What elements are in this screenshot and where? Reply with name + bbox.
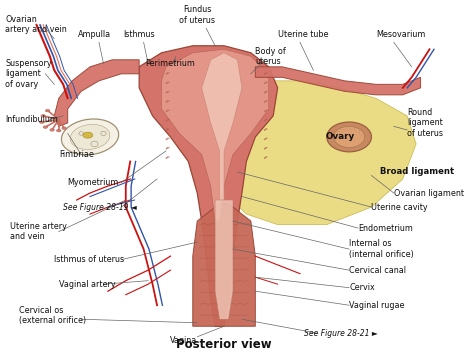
Ellipse shape [327,122,372,152]
Ellipse shape [50,129,55,131]
Ellipse shape [62,127,66,129]
Text: Uterine cavity: Uterine cavity [372,203,428,212]
Text: Round
ligament
of uterus: Round ligament of uterus [407,108,443,138]
Ellipse shape [39,121,44,124]
Text: Cervix: Cervix [349,283,375,292]
Text: Isthmus of uterus: Isthmus of uterus [55,255,124,264]
Text: Isthmus: Isthmus [123,30,155,39]
Text: See Figure 28-21 ►: See Figure 28-21 ► [304,329,378,338]
Text: Vagina: Vagina [170,336,198,345]
Polygon shape [162,49,269,221]
Text: Uterine artery
and vein: Uterine artery and vein [9,222,66,241]
Polygon shape [255,67,420,95]
Text: Body of
uterus: Body of uterus [255,47,286,66]
Ellipse shape [43,126,47,129]
Text: Suspensory
ligament
of ovary: Suspensory ligament of ovary [5,59,52,89]
Text: Fimbriae: Fimbriae [59,150,94,159]
Polygon shape [202,53,242,200]
Ellipse shape [70,124,110,149]
Text: Cervical canal: Cervical canal [349,266,406,275]
Text: See Figure 28-19 ◄: See Figure 28-19 ◄ [63,203,137,212]
Polygon shape [139,46,278,326]
Ellipse shape [62,119,118,155]
Text: Broad ligament: Broad ligament [380,168,455,176]
Text: Vaginal rugae: Vaginal rugae [349,301,405,310]
Text: Infundibulum: Infundibulum [5,115,58,124]
Text: Ampulla: Ampulla [78,30,111,39]
Ellipse shape [41,115,46,117]
Text: Uterine tube: Uterine tube [278,30,328,39]
Text: Ovarian
artery and vein: Ovarian artery and vein [5,15,67,34]
Ellipse shape [46,109,50,112]
Text: Internal os
(internal orifice): Internal os (internal orifice) [349,239,414,259]
Text: Ovarian ligament: Ovarian ligament [394,189,464,197]
Text: Ovary: Ovary [326,132,355,141]
Text: Endometrium: Endometrium [358,224,413,233]
Text: Vaginal artery: Vaginal artery [59,280,115,289]
Ellipse shape [334,126,365,147]
Polygon shape [224,81,416,225]
Ellipse shape [56,129,61,132]
Text: Fundus
of uterus: Fundus of uterus [179,5,215,25]
Text: Posterior view: Posterior view [176,338,272,351]
Text: Mesovarium: Mesovarium [376,30,425,39]
Ellipse shape [83,132,93,138]
Text: Perimetrium: Perimetrium [146,59,195,68]
Polygon shape [55,60,139,126]
Polygon shape [215,200,233,319]
Text: Myometrium: Myometrium [68,178,119,187]
Text: Cervical os
(external orifice): Cervical os (external orifice) [18,306,86,326]
Polygon shape [193,203,255,326]
